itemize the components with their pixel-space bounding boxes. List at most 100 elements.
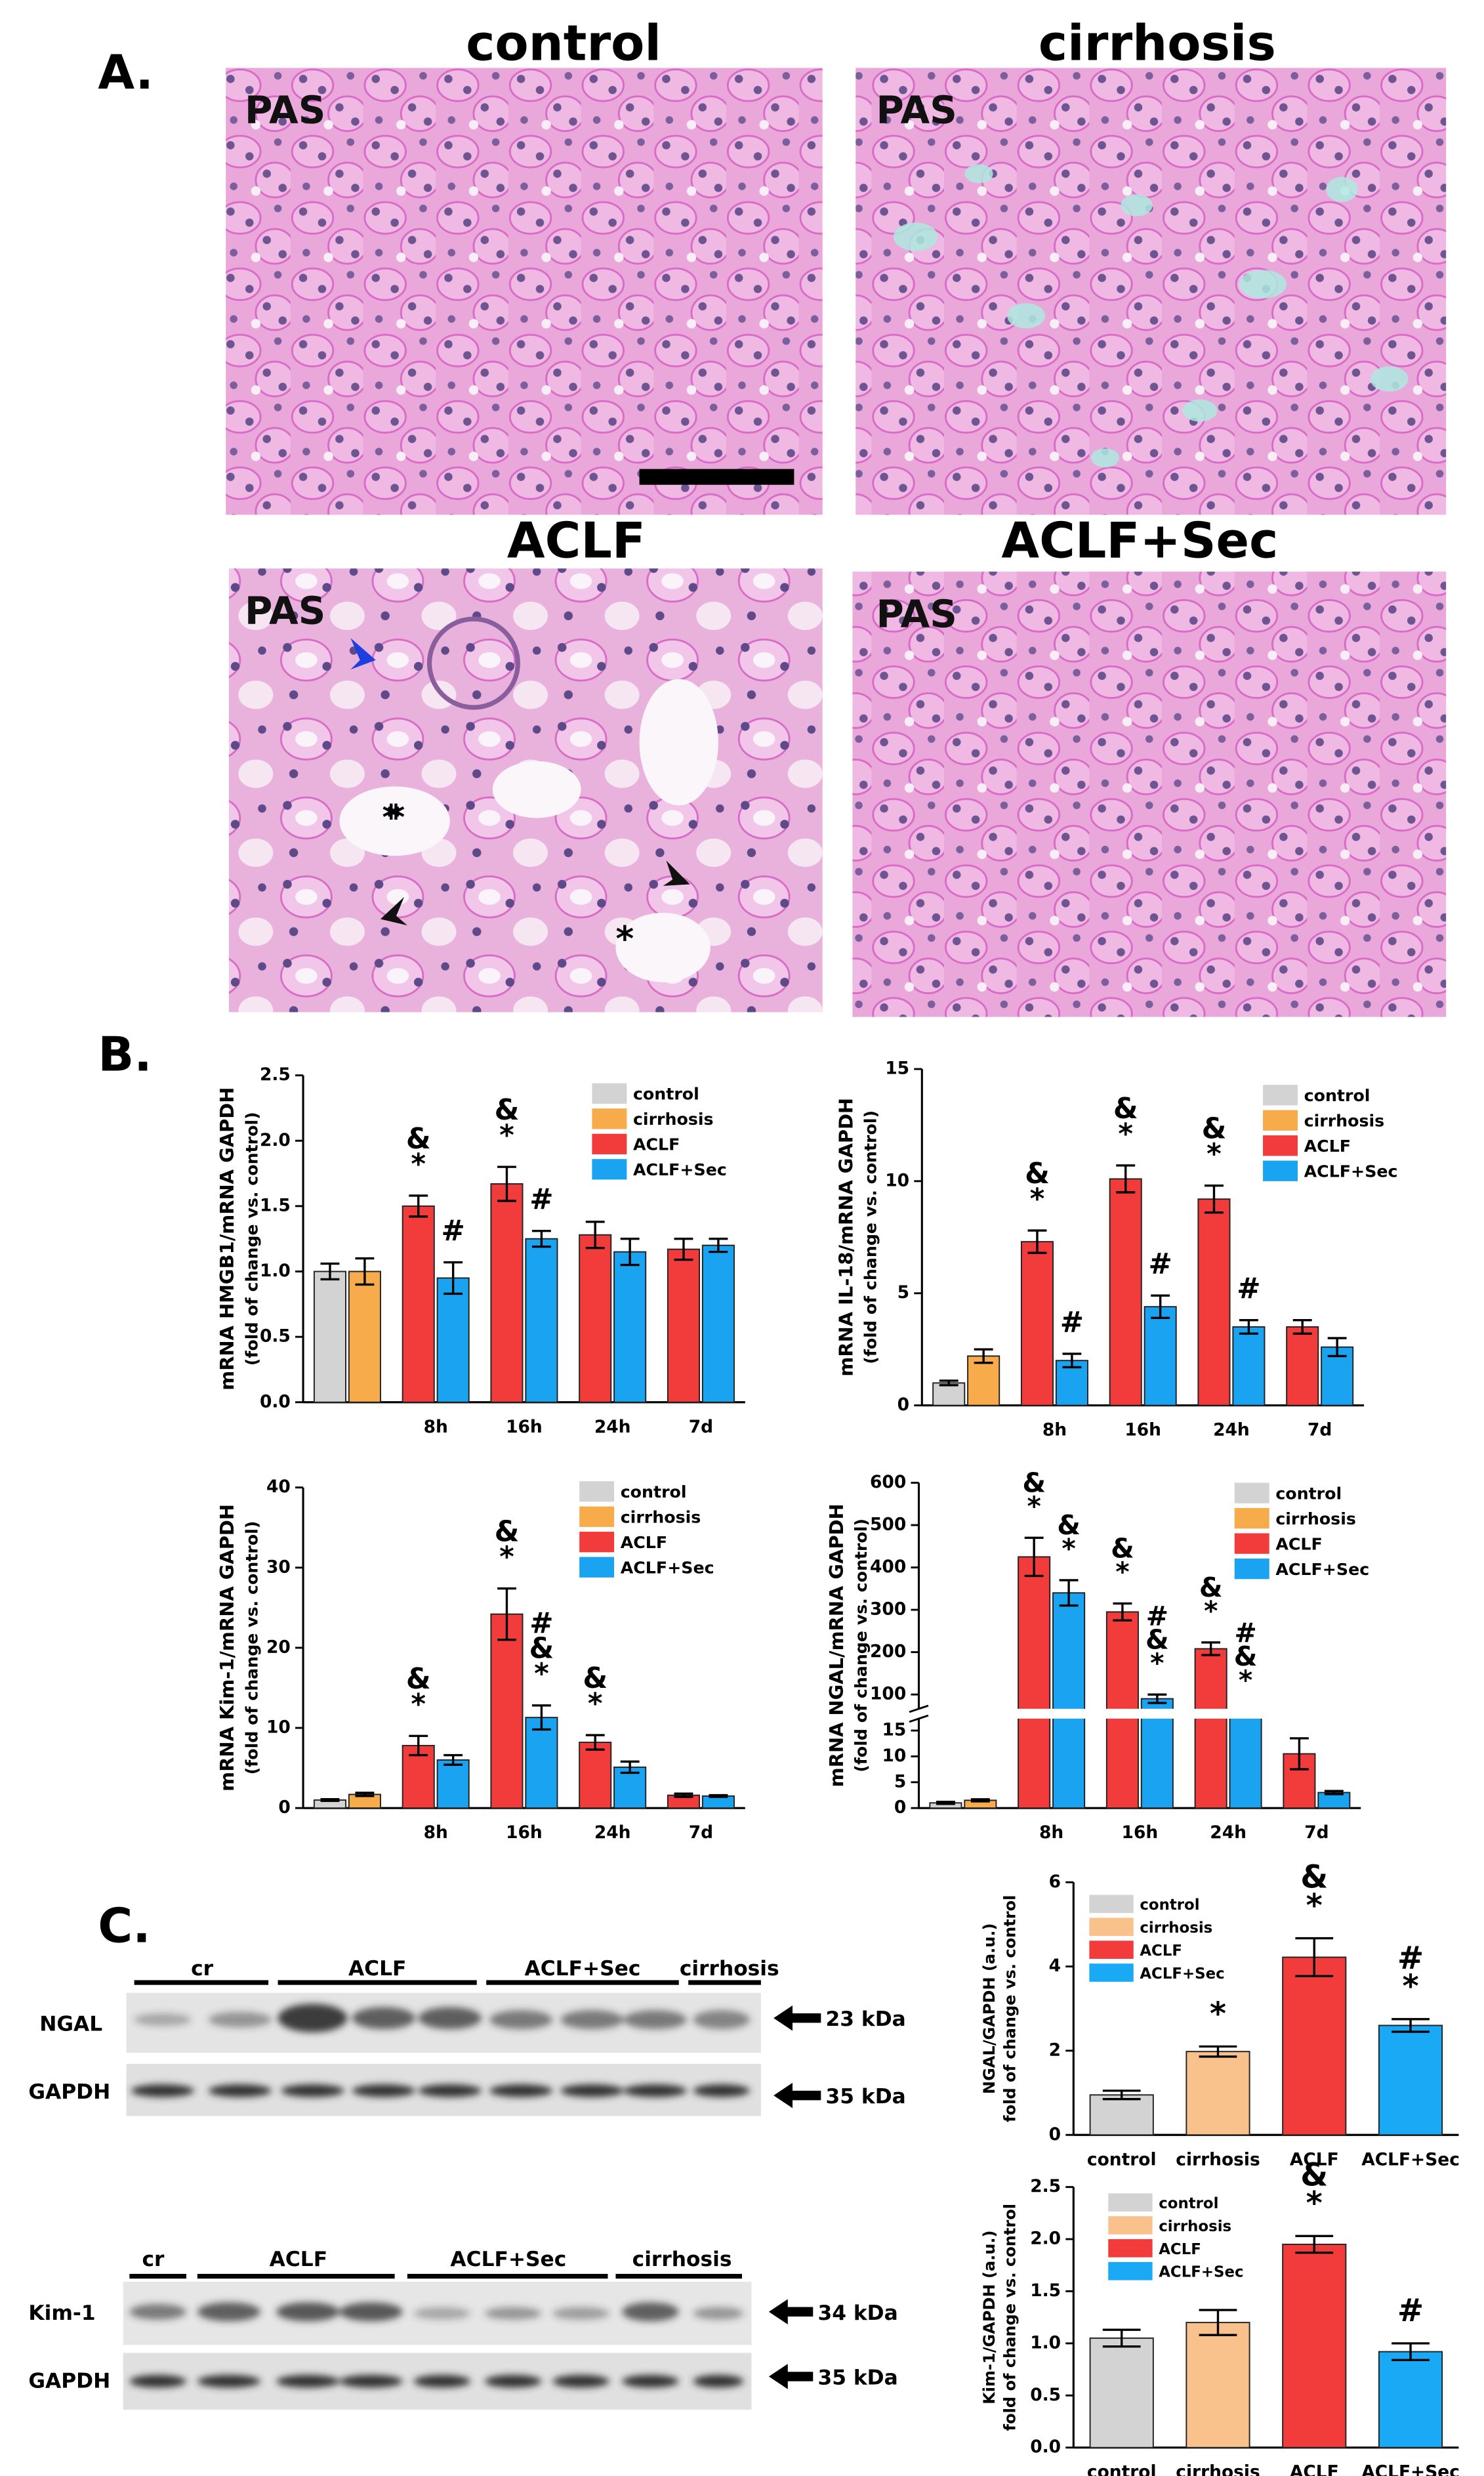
significance-marker: & [1202,1113,1227,1146]
bar [1144,1306,1177,1406]
arrowhead [663,860,690,886]
legend-label: cirrhosis [633,1110,714,1129]
y-axis-label: Kim-1/GAPDH (a.u.) [980,2230,999,2404]
bar [932,1382,966,1406]
significance-marker: * [1030,1183,1045,1215]
micrograph-title: ACLF [507,512,646,569]
y-tick-label: 15 [885,1059,909,1079]
arrowhead [350,638,376,670]
x-tick-label: 24h [594,1417,631,1437]
blot-group: ACLF+Sec [450,2248,566,2271]
legend-label: ACLF+Sec [1159,2264,1243,2281]
legend-swatch [1108,2193,1153,2212]
y-tick-label: 2.5 [260,1064,291,1085]
y-axis-label: NGAL/GAPDH (a.u.) [980,1923,999,2094]
legend-label: control [1304,1086,1371,1105]
significance-marker: * [1150,1647,1164,1679]
legend-swatch [1108,2216,1153,2235]
legend-label: control [1275,1484,1342,1503]
error-bar [1116,1164,1136,1194]
error-bar [1205,1185,1224,1214]
significance-marker: * [1402,1968,1418,2005]
x-tick-label: 8h [424,1822,448,1843]
error-bar [974,1348,993,1364]
y-tick-label: 5 [897,1282,909,1303]
legend-label: cirrhosis [1304,1112,1385,1131]
y-tick-label: 2 [1049,2040,1061,2060]
blot-group: cirrhosis [632,2248,732,2271]
bar [1089,2337,1154,2448]
legend-swatch [1234,1482,1269,1503]
significance-marker: & [1300,1859,1328,1896]
x-tick-label: 24h [1210,1822,1247,1843]
error-bar [936,1801,955,1805]
bar [1229,1713,1262,1809]
error-bar [1199,2045,1237,2058]
legend-label: ACLF [1275,1535,1322,1554]
y-tick-label: 0.0 [1030,2437,1061,2457]
legend-swatch [1234,1533,1269,1554]
error-bar [1239,1319,1258,1335]
significance-marker: & [1145,1624,1169,1655]
legend-label: cirrhosis [1275,1509,1356,1528]
bar [1185,2322,1250,2448]
error-bar [620,1760,640,1774]
significance-marker: & [583,1662,608,1695]
bar [613,1251,647,1403]
blot-group: cr [191,1957,214,1981]
annotation: * [382,797,400,837]
legend-swatch [1089,1963,1134,1982]
micrograph-feature [339,679,718,982]
x-tick-label: 8h [1039,1822,1063,1843]
bar [313,1270,346,1403]
significance-marker: # [1060,1306,1084,1339]
x-tick-label: 24h [1213,1420,1250,1440]
significance-marker: * [1210,1996,1226,2032]
bar [1018,1556,1051,1809]
legend-swatch [1263,1135,1298,1156]
x-tick-label: cirrhosis [1176,2149,1260,2170]
y-axis-note: (fold of change vs. control) [861,1110,880,1364]
significance-marker: * [1239,1664,1252,1696]
error-bar [620,1238,640,1267]
significance-marker: * [1118,1118,1133,1150]
y-tick-label: 15 [882,1720,906,1740]
x-tick-label: 8h [1042,1420,1067,1440]
error-bar [409,1194,428,1218]
micrograph [852,572,1447,1017]
bar [1378,2025,1443,2136]
significance-marker: & [529,1633,554,1666]
legend-swatch [1263,1110,1298,1131]
x-tick-label: ACLF [1290,2149,1339,2170]
x-tick-label: 16h [506,1417,543,1437]
bar [490,1183,524,1403]
y-tick-label: 200 [870,1641,906,1662]
legend-swatch [592,1083,627,1104]
significance-marker: * [1027,1491,1041,1522]
bar [1089,2094,1154,2136]
blot [123,2274,814,2410]
x-tick-label: 7d [689,1417,713,1437]
significance-marker: # [1237,1272,1260,1305]
significance-marker: * [1204,1595,1218,1627]
error-bar [1151,1294,1170,1319]
error-bar [409,1734,428,1757]
legend-swatch [1108,2239,1153,2257]
stain-label: PAS [245,588,325,633]
significance-marker: # [1397,2292,1424,2329]
y-tick-label: 600 [870,1472,906,1492]
micrograph-title: control [466,14,661,72]
legend-label: ACLF [1159,2241,1201,2258]
y-tick-label: 0 [897,1395,909,1415]
bar [1194,1648,1227,1809]
error-bar [531,1704,551,1731]
x-tick-label: control [1087,2462,1157,2476]
significance-marker: # [1397,1940,1424,1977]
bar [348,1270,381,1403]
y-axis-label: mRNA NGAL/mRNA GAPDH [825,1503,848,1787]
bar [1109,1178,1142,1406]
panel-label: A. [98,45,154,100]
error-bar [585,1734,605,1751]
bar [1282,2244,1347,2448]
significance-marker: & [1022,1467,1046,1499]
